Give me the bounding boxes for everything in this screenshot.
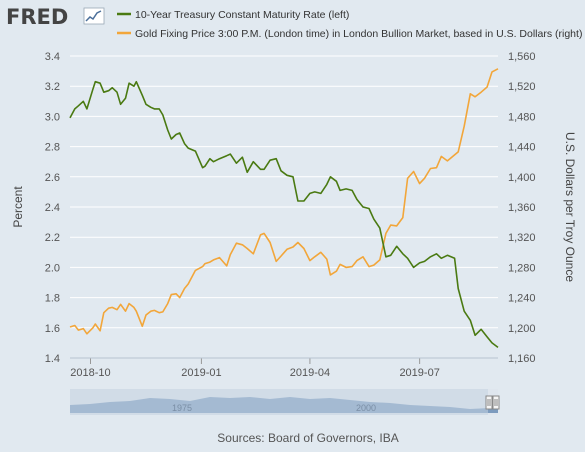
x-tick-label: 2018-10 <box>70 367 110 379</box>
navigator-label-right: 2000 <box>356 403 376 413</box>
navigator-handle-right[interactable] <box>492 395 500 410</box>
fred-logo-graph-icon <box>83 7 105 25</box>
legend-label-treasury: 10-Year Treasury Constant Maturity Rate … <box>135 9 349 21</box>
left-tick-label: 2.6 <box>45 172 60 184</box>
right-tick-label: 1,520 <box>508 81 536 93</box>
left-tick-label: 2.4 <box>45 202 60 214</box>
right-tick-label: 1,240 <box>508 293 536 305</box>
treasury-series-line <box>69 80 499 349</box>
x-tick-label: 2019-01 <box>181 367 221 379</box>
left-tick-label: 1.6 <box>45 323 60 335</box>
left-tick-label: 3.2 <box>45 81 60 93</box>
left-axis-ticks: 1.4 1.6 1.8 2.0 2.2 2.4 2.6 2.8 3.0 3.2 3.4 <box>45 51 60 365</box>
legend: 10-Year Treasury Constant Maturity Rate … <box>117 9 582 40</box>
range-navigator[interactable]: 1975 2000 <box>70 389 500 415</box>
right-axis-ticks: 1,160 1,200 1,240 1,280 1,320 1,360 1,400 1,440… <box>508 51 536 365</box>
right-tick-label: 1,480 <box>508 111 536 123</box>
right-tick-label: 1,440 <box>508 142 536 154</box>
left-tick-label: 1.8 <box>45 293 60 305</box>
x-axis-ticks: 2018-10 2019-01 2019-04 2019-07 <box>70 357 498 379</box>
right-tick-label: 1,320 <box>508 232 536 244</box>
right-tick-label: 1,200 <box>508 323 536 335</box>
right-axis-title: U.S. Dollars per Troy Ounce <box>563 132 577 282</box>
left-tick-label: 2.0 <box>45 262 60 274</box>
navigator-handle-left[interactable] <box>485 395 493 410</box>
x-tick-label: 2019-04 <box>290 367 330 379</box>
source-text: Sources: Board of Governors, IBA <box>217 431 398 445</box>
right-tick-label: 1,360 <box>508 202 536 214</box>
left-tick-label: 3.0 <box>45 111 60 123</box>
navigator-label-left: 1975 <box>172 403 192 413</box>
series-layer <box>69 68 499 349</box>
x-tick-label: 2019-07 <box>399 367 439 379</box>
logo-text: FRED <box>6 5 68 29</box>
left-tick-label: 2.2 <box>45 232 60 244</box>
right-tick-label: 1,400 <box>508 172 536 184</box>
right-tick-label: 1,160 <box>508 353 536 365</box>
left-tick-label: 2.8 <box>45 142 60 154</box>
right-tick-label: 1,280 <box>508 262 536 274</box>
left-tick-label: 1.4 <box>45 353 60 365</box>
right-tick-label: 1,560 <box>508 51 536 63</box>
navigator-mask <box>70 389 488 415</box>
left-tick-label: 3.4 <box>45 51 60 63</box>
gold-series-line <box>69 68 499 335</box>
left-axis-title: Percent <box>11 186 25 228</box>
fred-logo[interactable]: FRED <box>6 5 105 29</box>
legend-label-gold: Gold Fixing Price 3:00 P.M. (London time… <box>135 28 582 40</box>
